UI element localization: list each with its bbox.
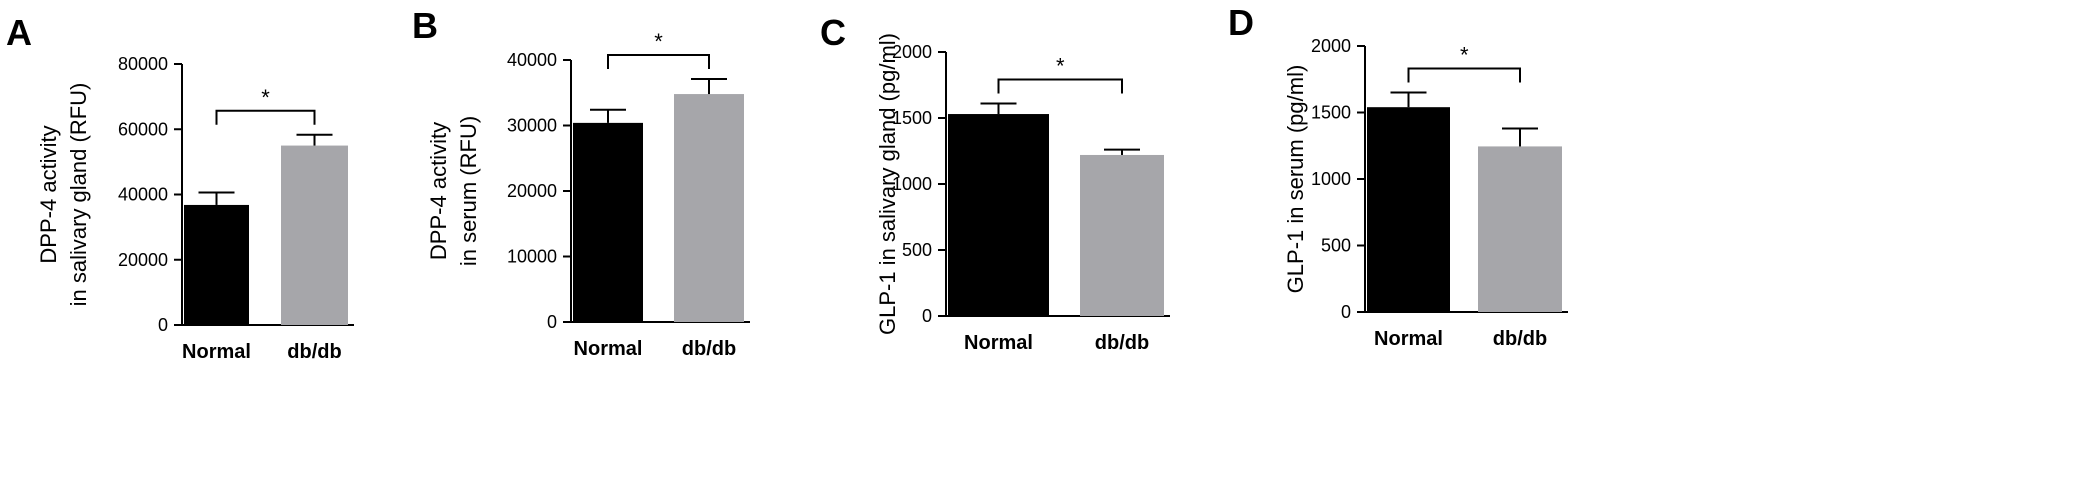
y-axis-title: DPP-4 activity [36,125,61,263]
panel-letter: A [6,12,32,53]
y-tick-label: 0 [158,315,168,335]
bar-dbdb [281,145,348,325]
chart-panel-a: A 0 20000 40000 60000 80000 Normal db/db * DPP-4 … [6,12,354,363]
chart-panel-b: B 0 10000 20000 30000 40000 Normal db/db * DPP-4 … [412,5,750,360]
y-axis-title: GLP-1 in salivary gland (pg/ml) [875,33,900,335]
chart-panel-d: D 0 500 1000 1500 2000 Normal db/db * GLP-1 in se… [1228,2,1568,350]
y-tick-label: 40000 [507,50,557,70]
y-tick-label: 500 [1321,236,1351,256]
category-label: db/db [1493,328,1547,350]
category-label: Normal [574,338,643,360]
y-tick-label: 1500 [892,108,932,128]
panel-letter: D [1228,2,1254,43]
y-tick-label: 60000 [118,119,168,139]
y-tick-label: 1000 [1311,169,1351,189]
y-tick-label: 30000 [507,116,557,136]
significance-marker: * [654,29,663,54]
bar-normal [1367,107,1450,313]
y-tick-label: 80000 [118,54,168,74]
significance-bracket [997,78,1123,94]
category-label: db/db [287,341,341,363]
category-label: Normal [964,332,1033,354]
y-axis-title: DPP-4 activity [426,122,451,260]
y-axis-title: in salivary gland (RFU) [66,83,91,307]
significance-bracket [215,109,316,125]
category-label: Normal [1374,328,1443,350]
y-tick-label: 40000 [118,185,168,205]
y-axis-title: GLP-1 in serum (pg/ml) [1283,65,1308,294]
y-tick-label: 2000 [892,42,932,62]
y-axis-title: in serum (RFU) [456,116,481,266]
significance-bracket [1407,67,1521,83]
category-label: Normal [182,341,251,363]
y-tick-label: 2000 [1311,36,1351,56]
significance-bracket [607,53,710,69]
y-tick-label: 20000 [507,181,557,201]
category-label: db/db [682,338,736,360]
y-tick-label: 0 [547,312,557,332]
bar-normal [948,114,1049,316]
y-tick-label: 1000 [892,174,932,194]
panel-letter: B [412,5,438,46]
y-tick-label: 0 [922,306,932,326]
category-label: db/db [1095,332,1149,354]
significance-marker: * [1460,43,1469,68]
y-tick-label: 500 [902,240,932,260]
bar-normal [184,204,249,325]
y-tick-label: 10000 [507,247,557,267]
bar-dbdb [674,94,744,322]
bar-dbdb [1080,154,1164,316]
significance-marker: * [261,85,270,110]
panel-letter: C [820,12,846,53]
significance-marker: * [1056,53,1065,78]
y-tick-label: 20000 [118,250,168,270]
bar-normal [573,122,643,322]
y-tick-label: 1500 [1311,103,1351,123]
bar-dbdb [1478,146,1562,312]
chart-panel-c: C 0 500 1000 1500 2000 Normal db/db * GLP-1 in sa… [820,12,1170,354]
y-tick-label: 0 [1341,302,1351,322]
